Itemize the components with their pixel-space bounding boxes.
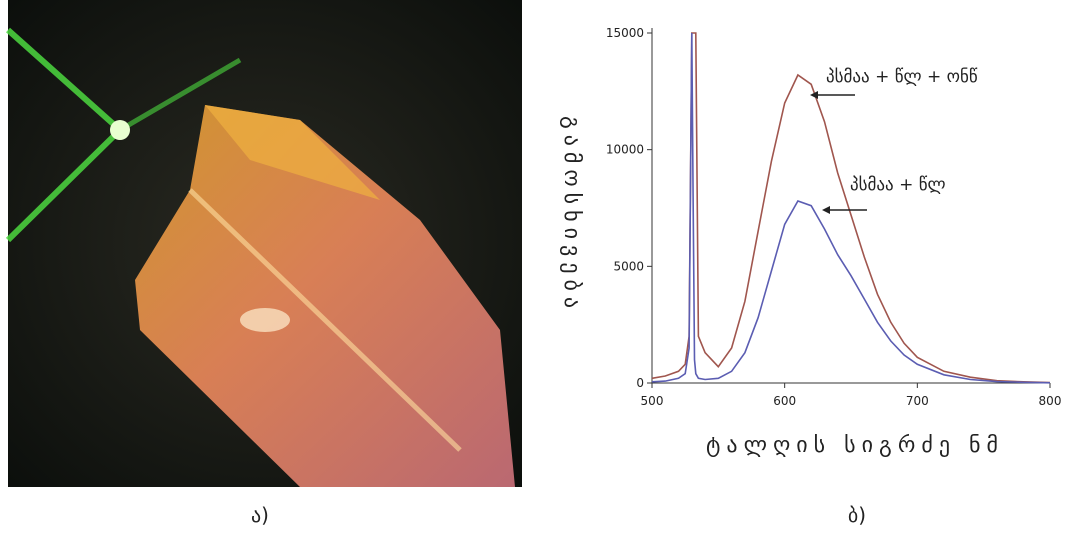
chart: 0 5000 10000 15000 500 600 700 800 ტალღის სიგრძე… — [559, 26, 1061, 458]
annotation: პსმაა + წლ — [850, 175, 946, 195]
x-tick-label: 700 — [906, 394, 929, 408]
y-tick-label: 5000 — [613, 259, 644, 273]
y-tick-label: 0 — [636, 376, 644, 390]
y-axis-label: გამოსხივება — [559, 116, 584, 314]
x-tick-label: 500 — [641, 394, 664, 408]
panel-label: ა) — [251, 503, 269, 527]
series-line — [651, 32, 1051, 384]
annotation: პსმაა + წლ + ონწ — [826, 67, 978, 87]
x-axis-label: ტალღის სიგრძე ნმ — [706, 433, 1004, 458]
photo — [5, 0, 522, 487]
panel-label: ბ) — [848, 503, 866, 527]
x-tick-label: 800 — [1039, 394, 1062, 408]
x-tick-label: 600 — [773, 394, 796, 408]
arrow-head — [822, 206, 830, 214]
y-tick-label: 10000 — [606, 143, 644, 157]
y-tick-label: 15000 — [606, 26, 644, 40]
arrow-head — [810, 91, 818, 99]
